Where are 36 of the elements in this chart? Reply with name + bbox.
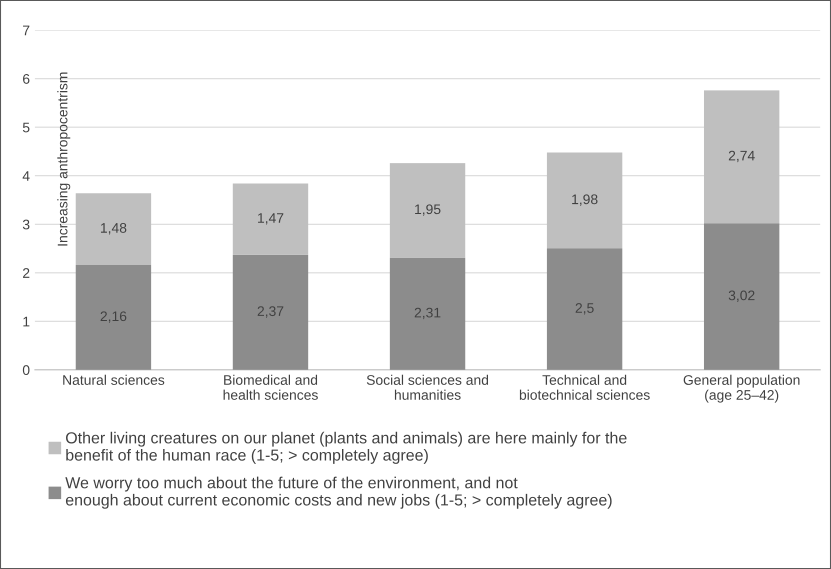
y-tick-label: 7 bbox=[23, 26, 30, 36]
x-tick-label: General population (age 25–42) bbox=[684, 374, 800, 403]
bar bbox=[390, 163, 466, 258]
bar bbox=[704, 90, 780, 224]
y-tick-label: 4 bbox=[22, 171, 30, 181]
data-label: 2,5 bbox=[576, 303, 594, 315]
x-tick-label: Technical and biotechnical sciences bbox=[520, 374, 650, 400]
bar bbox=[232, 254, 308, 370]
x-tick-label: Natural sciences bbox=[63, 374, 164, 385]
bar bbox=[546, 152, 622, 249]
legend-label: We worry too much about the future of the environment, and not enough about current economic costs and new jobs (1-5; > completely agree) bbox=[65, 476, 612, 509]
bar bbox=[390, 258, 466, 370]
data-label: 2,16 bbox=[100, 311, 126, 323]
data-label: 3,02 bbox=[728, 290, 754, 302]
y-tick-label: 5 bbox=[22, 122, 30, 132]
data-label: 2,31 bbox=[414, 308, 440, 320]
bar bbox=[704, 223, 780, 370]
legend-label: Other living creatures on our planet (plants and animals) are here mainly for the benefit of the human race (1-5; > completely agree) bbox=[66, 432, 627, 464]
bar bbox=[232, 184, 308, 255]
bar bbox=[76, 193, 152, 266]
y-tick-label: 1 bbox=[23, 316, 30, 326]
y-tick-label: 6 bbox=[23, 74, 30, 84]
y-axis-title: Increasing anthropocentrism bbox=[57, 72, 70, 246]
y-tick-label: 0 bbox=[22, 365, 30, 376]
data-label: 1,48 bbox=[100, 223, 126, 234]
x-tick-label: Biomedical and health sciences bbox=[224, 374, 318, 400]
data-label: 1,98 bbox=[572, 194, 598, 206]
y-tick-label: 3 bbox=[22, 220, 30, 230]
bar bbox=[76, 265, 152, 370]
data-label: 1,95 bbox=[415, 204, 440, 216]
y-tick-label: 2 bbox=[23, 268, 30, 278]
data-label: 2,74 bbox=[728, 150, 755, 162]
data-label: 1,47 bbox=[258, 213, 284, 225]
bar bbox=[546, 248, 622, 370]
x-tick-label: Social sciences and humanities bbox=[366, 374, 488, 400]
data-label: 2,37 bbox=[258, 306, 284, 318]
